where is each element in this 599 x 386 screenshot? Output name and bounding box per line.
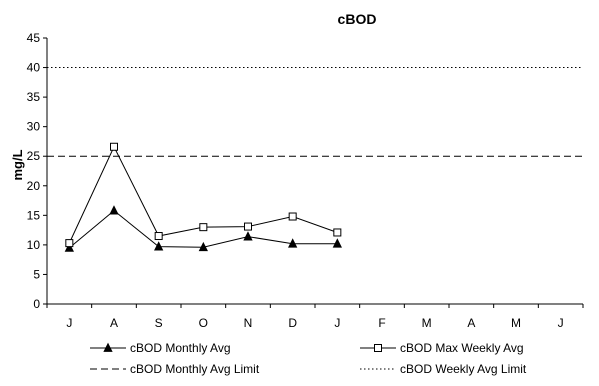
series-0-point [288, 238, 298, 248]
y-tick-label: 5 [33, 267, 40, 281]
series-1-point [110, 142, 118, 151]
series-1-point [154, 232, 163, 241]
y-tick-label: 45 [27, 31, 41, 45]
series-0-point [243, 231, 253, 241]
y-tick-label: 25 [27, 149, 41, 163]
legend-swatch-marker-0 [103, 342, 113, 352]
x-tick-label: O [199, 316, 208, 330]
y-tick-label: 40 [27, 61, 41, 75]
x-tick-label: A [467, 316, 475, 330]
x-tick-label: S [155, 316, 163, 330]
legend-swatch-marker-1 [374, 344, 382, 352]
y-tick-label: 10 [27, 238, 41, 252]
y-tick-label: 20 [27, 179, 41, 193]
series-0-point [64, 242, 74, 252]
legend-label-2: cBOD Monthly Avg Limit [130, 362, 260, 376]
y-axis-label: mg/L [10, 149, 25, 180]
y-tick-label: 30 [27, 120, 41, 134]
chart-title: cBOD [338, 11, 377, 27]
series-1-point [288, 212, 297, 221]
series-1-point [199, 223, 208, 232]
legend-label-0: cBOD Monthly Avg [130, 341, 231, 355]
y-tick-label: 0 [33, 297, 40, 311]
series-0-point [198, 241, 208, 252]
x-tick-label: J [66, 316, 72, 330]
x-tick-label: D [288, 316, 297, 330]
series-0-point [109, 205, 119, 215]
x-tick-label: F [378, 316, 385, 330]
series-0-point [154, 241, 164, 251]
series-1-point [65, 239, 74, 248]
x-tick-label: N [244, 316, 253, 330]
x-tick-label: A [110, 316, 118, 330]
legend-label-1: cBOD Max Weekly Avg [400, 341, 524, 355]
series-1-point [333, 228, 342, 237]
x-tick-label: M [422, 316, 432, 330]
x-tick-label: J [558, 316, 564, 330]
y-tick-label: 35 [27, 90, 41, 104]
legend-label-3: cBOD Weekly Avg Limit [400, 362, 527, 376]
x-tick-label: M [511, 316, 521, 330]
series-1-point [244, 222, 252, 231]
x-tick-label: J [334, 316, 340, 330]
legend: cBOD Monthly Avg cBOD Max Weekly Avg cBOD … [90, 341, 527, 376]
y-tick-label: 15 [27, 208, 41, 222]
series-0-point [332, 238, 342, 248]
plot-area: 0 5 10 15 20 25 30 35 40 45 J A S O N D J F M A M J [27, 31, 584, 330]
